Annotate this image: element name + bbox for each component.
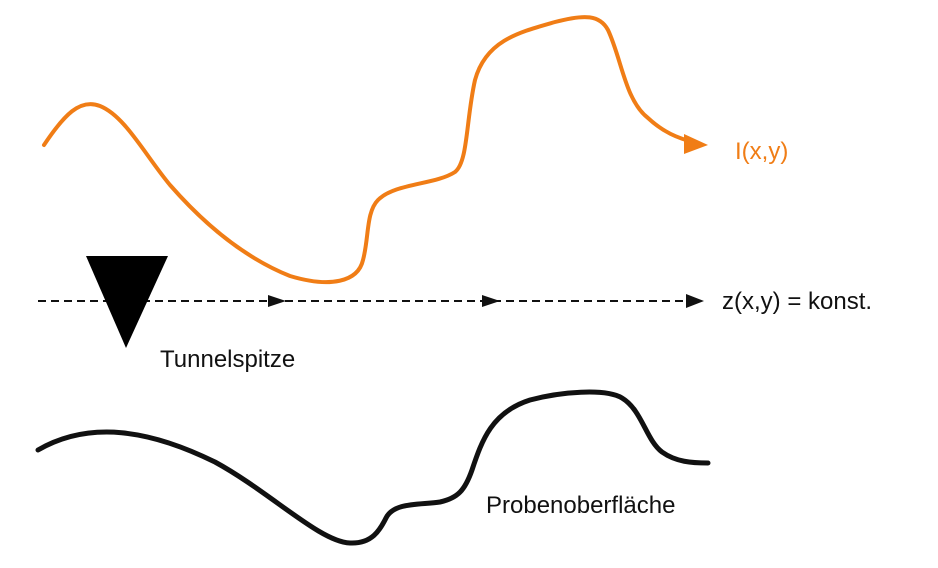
surface-curve xyxy=(35,389,711,546)
scan-arrowhead-end xyxy=(686,294,704,308)
tunnel-tip-icon xyxy=(86,256,168,348)
current-label: I(x,y) xyxy=(735,138,788,165)
surface-label: Probenoberfläche xyxy=(486,492,675,519)
height-label: z(x,y) = konst. xyxy=(722,288,872,315)
scan-arrowhead-1 xyxy=(268,295,286,307)
current-curve xyxy=(42,15,698,284)
scan-arrowhead-2 xyxy=(482,295,500,307)
current-arrowhead xyxy=(684,134,708,154)
tip-label: Tunnelspitze xyxy=(160,346,295,373)
